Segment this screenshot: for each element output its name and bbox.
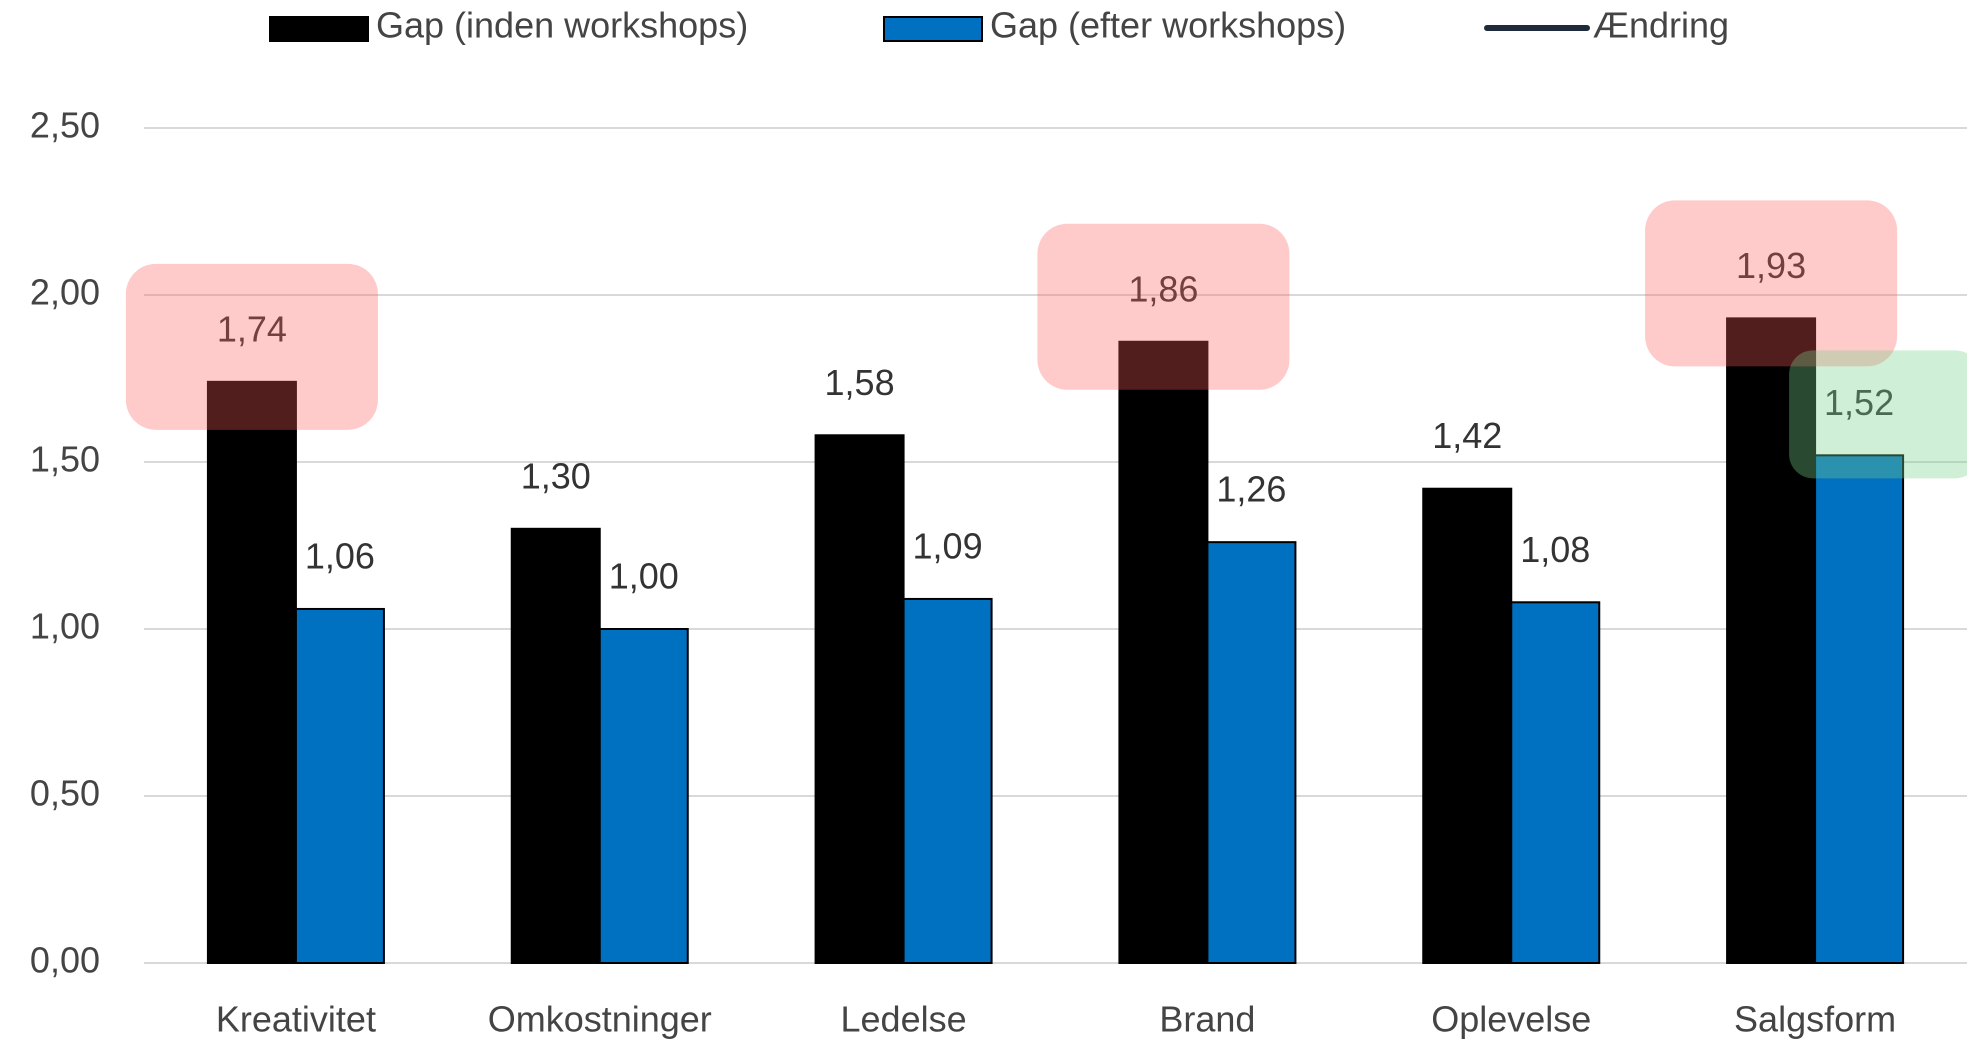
bar (902, 597, 993, 964)
x-tick-label: Kreativitet (216, 999, 376, 1040)
legend-swatch (883, 16, 983, 42)
x-tick-label: Salgsform (1734, 999, 1896, 1040)
y-tick-label: 2,00 (30, 272, 100, 313)
bar (510, 527, 601, 964)
data-label: 1,06 (305, 535, 375, 576)
y-tick-label: 0,50 (30, 773, 100, 814)
highlight-box (125, 263, 378, 430)
highlights (125, 200, 1967, 479)
data-label: 1,52 (1824, 382, 1894, 423)
highlight-box (1645, 200, 1898, 367)
x-tick-label: Ledelse (841, 999, 967, 1040)
bar (1510, 601, 1601, 965)
legend-label: Gap (inden workshops) (376, 5, 748, 46)
bar (1726, 317, 1817, 964)
y-tick-label: 2,50 (30, 105, 100, 146)
legend-swatch (269, 16, 369, 42)
highlight-box (1789, 350, 1967, 479)
legend-label: Ændring (1593, 5, 1729, 46)
data-label: 1,93 (1736, 245, 1806, 286)
highlight-box (1037, 223, 1290, 390)
data-label: 1,58 (825, 362, 895, 403)
legend-label: Gap (efter workshops) (990, 5, 1346, 46)
x-tick-label: Brand (1159, 999, 1255, 1040)
bar (294, 607, 385, 965)
data-label: 1,86 (1128, 268, 1198, 309)
y-tick-label: 1,50 (30, 439, 100, 480)
data-label: 1,74 (217, 308, 287, 349)
x-tick-label: Oplevelse (1431, 999, 1591, 1040)
data-label: 1,08 (1520, 529, 1590, 570)
data-label: 1,09 (913, 525, 983, 566)
bar (598, 628, 689, 964)
data-label: 1,30 (521, 455, 591, 496)
bar (1814, 454, 1905, 964)
y-tick-label: 0,00 (30, 940, 100, 981)
data-label: 1,00 (609, 556, 679, 597)
y-tick-label: 1,00 (30, 606, 100, 647)
bar (206, 380, 297, 964)
data-label: 1,26 (1216, 469, 1286, 510)
bar (1118, 340, 1209, 964)
data-label: 1,42 (1432, 415, 1502, 456)
bar (1422, 487, 1513, 964)
x-tick-label: Omkostninger (488, 999, 712, 1040)
bar (1206, 541, 1297, 964)
bar (814, 434, 905, 964)
